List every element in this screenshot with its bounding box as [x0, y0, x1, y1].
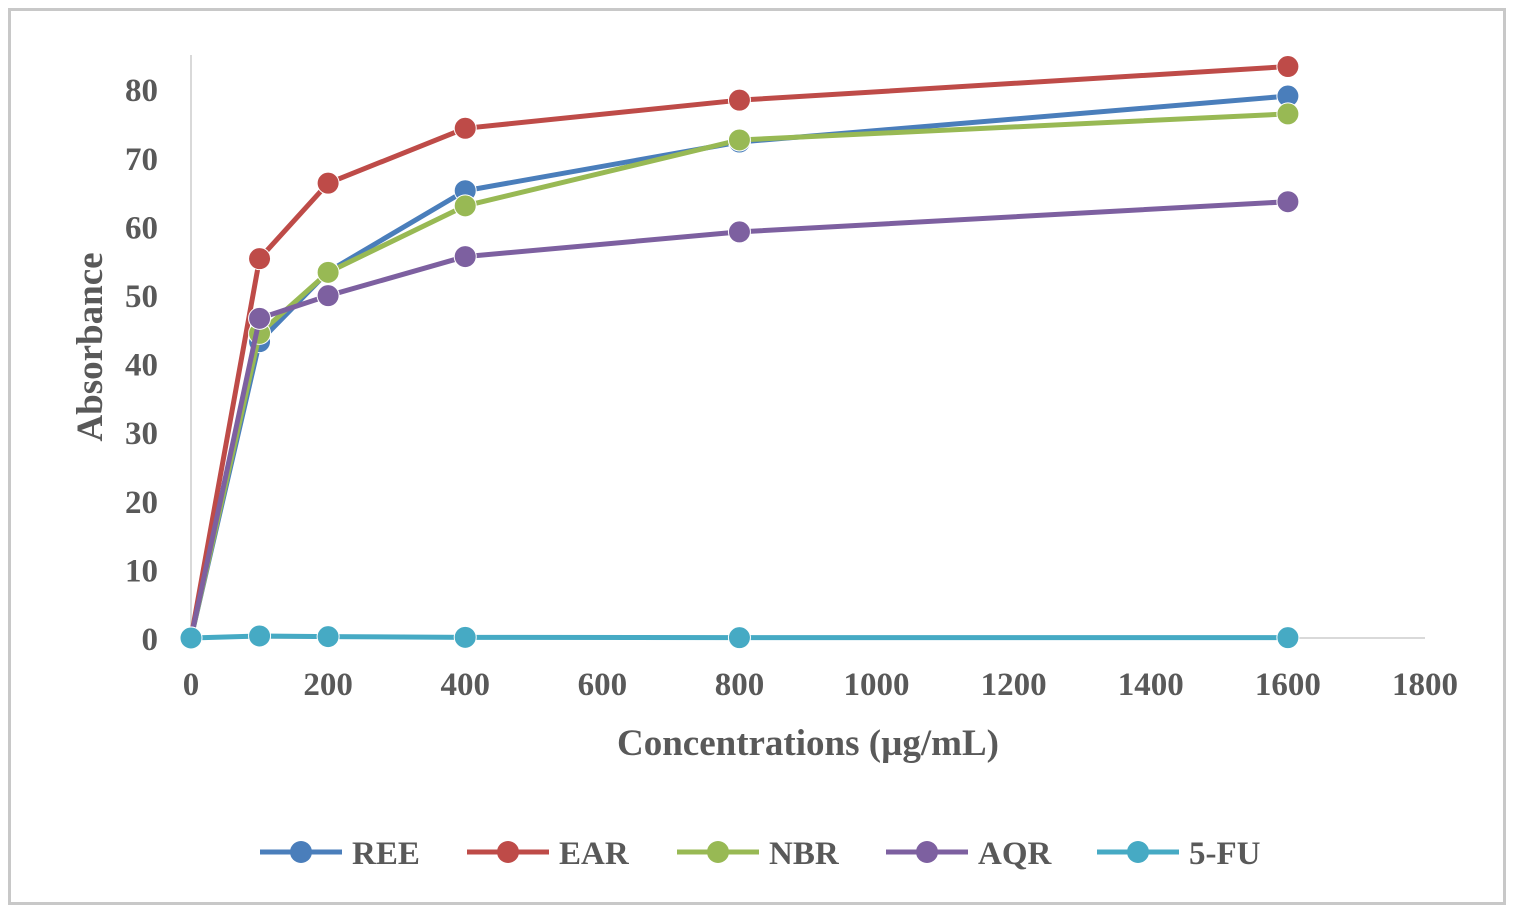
legend-label-ear: EAR	[559, 836, 630, 872]
data-point-aqr	[453, 245, 477, 269]
series-nbr	[179, 102, 1300, 650]
legend-marker-ear	[497, 841, 519, 863]
series-5-fu	[179, 624, 1300, 650]
legend-marker-aqr	[916, 841, 938, 863]
y-axis-title: Absorbance	[70, 252, 111, 441]
y-tick-label: 0	[142, 622, 159, 658]
y-tick-label: 50	[125, 279, 158, 315]
x-tick-label: 1200	[981, 667, 1047, 703]
x-axis-title: Concentrations (µg/mL)	[617, 723, 999, 764]
data-point-aqr	[1276, 190, 1300, 214]
data-point-5-fu	[453, 625, 477, 649]
x-tick-label: 200	[303, 667, 353, 703]
data-point-nbr	[727, 128, 751, 152]
y-tick-label: 60	[125, 210, 158, 246]
legend: REE EAR NBR AQR 5-FU	[260, 836, 1261, 872]
data-point-aqr	[248, 306, 272, 330]
legend-item-5-fu: 5-FU	[1097, 836, 1261, 872]
data-point-ear	[1276, 55, 1300, 79]
y-tick-label: 10	[125, 553, 158, 589]
data-point-nbr	[1276, 102, 1300, 126]
y-tick-label: 40	[125, 348, 158, 384]
x-tick-label: 1600	[1255, 667, 1321, 703]
legend-marker-nbr	[707, 841, 729, 863]
x-tick-label: 1400	[1118, 667, 1184, 703]
data-point-ear	[727, 88, 751, 112]
legend-item-ear: EAR	[467, 836, 630, 872]
x-tick-label: 1800	[1392, 667, 1458, 703]
data-point-aqr	[316, 284, 340, 308]
y-tick-label: 30	[125, 416, 158, 452]
data-point-nbr	[316, 260, 340, 284]
data-point-ear	[316, 171, 340, 195]
series-layer	[179, 55, 1300, 650]
series-line-aqr	[188, 199, 1289, 639]
legend-label-aqr: AQR	[978, 836, 1053, 872]
legend-label-nbr: NBR	[769, 836, 840, 872]
data-point-5-fu	[727, 626, 751, 650]
data-point-5-fu	[1276, 626, 1300, 650]
legend-marker-5-fu	[1127, 841, 1149, 863]
series-line-nbr	[188, 111, 1289, 639]
x-tick-label: 1000	[844, 667, 910, 703]
data-point-5-fu	[179, 626, 203, 650]
data-point-ear	[248, 247, 272, 271]
x-tick-label: 800	[715, 667, 765, 703]
x-tick-label: 0	[183, 667, 200, 703]
data-point-5-fu	[248, 624, 272, 648]
data-point-5-fu	[316, 625, 340, 649]
data-point-aqr	[727, 220, 751, 244]
legend-item-ree: REE	[260, 836, 420, 872]
data-point-nbr	[453, 194, 477, 218]
x-tick-label: 400	[440, 667, 490, 703]
series-line-ear	[188, 64, 1289, 639]
legend-label-ree: REE	[352, 836, 420, 872]
axes: 0 200 400 600 800 1000 1200 1400 1600 1800 0 10 20 30…	[125, 55, 1458, 703]
series-line-ree	[188, 93, 1289, 639]
data-point-ear	[453, 116, 477, 140]
legend-item-nbr: NBR	[677, 836, 840, 872]
y-tick-label: 70	[125, 142, 158, 178]
y-tick-label: 80	[125, 73, 158, 109]
chart-frame	[8, 8, 1506, 905]
x-tick-label: 600	[578, 667, 628, 703]
legend-marker-ree	[290, 841, 312, 863]
legend-item-aqr: AQR	[886, 836, 1053, 872]
legend-label-5-fu: 5-FU	[1189, 836, 1261, 872]
series-ree	[179, 84, 1300, 650]
y-tick-label: 20	[125, 485, 158, 521]
